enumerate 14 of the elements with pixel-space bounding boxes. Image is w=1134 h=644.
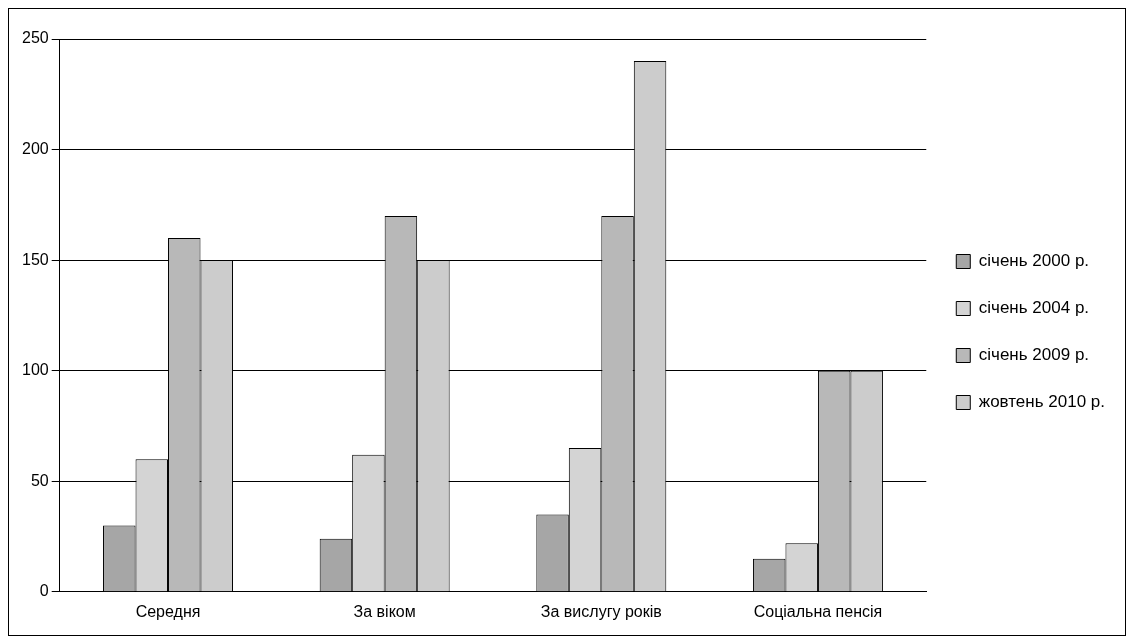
y-tick-label: 250: [21, 29, 49, 47]
legend-label: січень 2009 р.: [978, 345, 1090, 365]
y-tick-label: 50: [30, 471, 49, 489]
legend-label: січень 2004 р.: [978, 298, 1090, 318]
legend-label: січень 2000 р.: [978, 251, 1090, 271]
legend-label: жовтень 2010 р.: [978, 392, 1106, 412]
x-tick-label: За вислугу років: [540, 602, 662, 620]
x-tick-label: Середня: [135, 602, 201, 620]
y-tick-label: 200: [21, 139, 49, 157]
y-tick-label: 100: [21, 361, 49, 379]
y-tick-label: 150: [21, 250, 49, 268]
x-tick-label: Соціальна пенсія: [753, 602, 883, 620]
x-tick-label: За віком: [353, 602, 416, 620]
y-tick-label: 0: [39, 582, 49, 600]
